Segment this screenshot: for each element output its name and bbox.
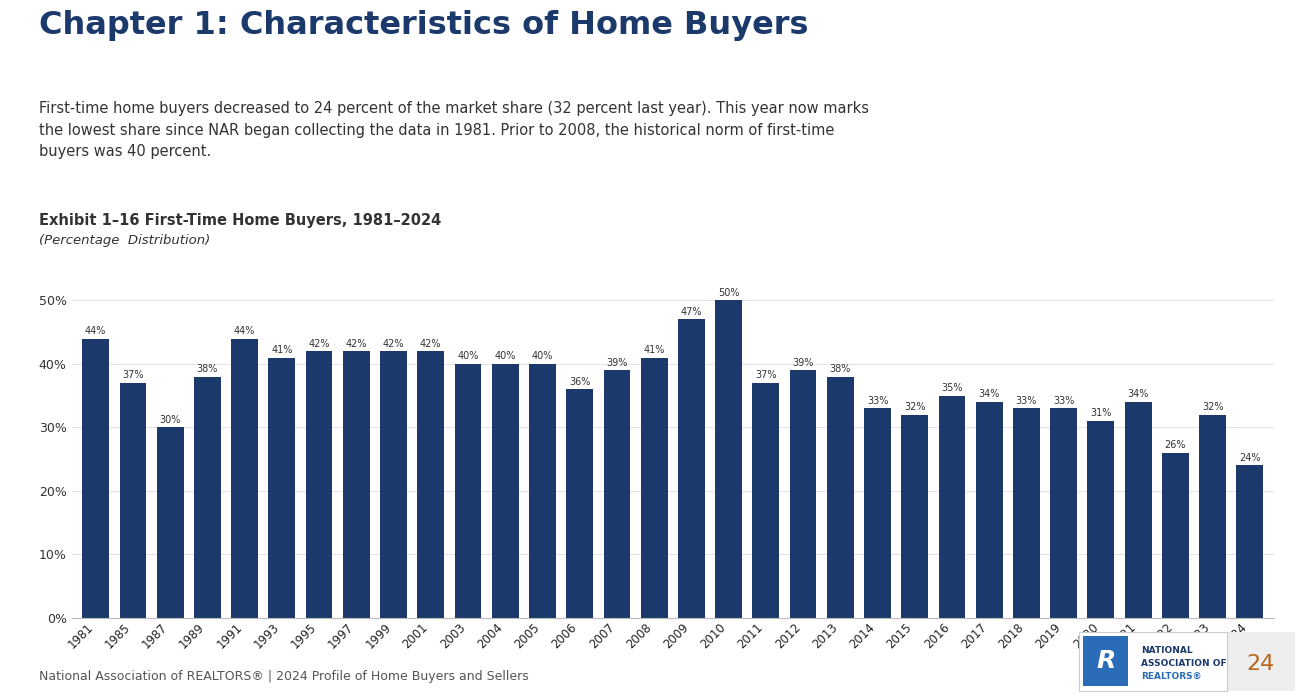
Bar <box>231 339 257 618</box>
Text: 39%: 39% <box>793 357 814 368</box>
Bar <box>679 320 705 618</box>
Bar <box>417 351 445 618</box>
Bar <box>157 427 183 618</box>
Text: 33%: 33% <box>1053 396 1074 406</box>
Bar <box>864 408 890 618</box>
Bar <box>194 377 221 618</box>
Bar <box>567 389 593 618</box>
FancyBboxPatch shape <box>1083 637 1128 686</box>
Bar <box>82 339 109 618</box>
Text: First-time home buyers decreased to 24 percent of the market share (32 percent l: First-time home buyers decreased to 24 p… <box>39 101 868 159</box>
Bar <box>343 351 369 618</box>
Text: 40%: 40% <box>494 351 516 362</box>
Text: (Percentage  Distribution): (Percentage Distribution) <box>39 234 211 247</box>
Text: 42%: 42% <box>308 339 330 349</box>
Text: 24: 24 <box>1247 654 1275 674</box>
Text: 42%: 42% <box>346 339 367 349</box>
Text: NATIONAL: NATIONAL <box>1141 646 1193 655</box>
Bar <box>491 364 519 618</box>
Text: 40%: 40% <box>532 351 552 362</box>
Text: 42%: 42% <box>382 339 404 349</box>
Bar <box>1236 466 1264 618</box>
Text: National Association of REALTORS® | 2024 Profile of Home Buyers and Sellers: National Association of REALTORS® | 2024… <box>39 669 529 683</box>
Bar <box>380 351 407 618</box>
Text: 35%: 35% <box>941 383 963 393</box>
Bar <box>1162 453 1188 618</box>
Text: 38%: 38% <box>829 364 852 374</box>
Bar <box>939 396 966 618</box>
Text: 50%: 50% <box>718 288 740 298</box>
Bar <box>1050 408 1078 618</box>
Bar <box>901 415 928 618</box>
Text: 36%: 36% <box>569 377 590 387</box>
Text: 44%: 44% <box>84 326 107 336</box>
Bar <box>529 364 556 618</box>
Text: 39%: 39% <box>606 357 628 368</box>
Bar <box>455 364 481 618</box>
Text: 34%: 34% <box>979 389 1000 399</box>
Text: 37%: 37% <box>755 371 776 380</box>
Text: Exhibit 1–16 First-Time Home Buyers, 1981–2024: Exhibit 1–16 First-Time Home Buyers, 198… <box>39 213 441 228</box>
Bar <box>120 383 147 618</box>
Text: REALTORS®: REALTORS® <box>1141 672 1203 681</box>
Text: 41%: 41% <box>644 345 664 355</box>
Text: 44%: 44% <box>234 326 255 336</box>
Text: 30%: 30% <box>160 415 181 425</box>
Text: 31%: 31% <box>1091 408 1112 419</box>
Bar <box>753 383 779 618</box>
Text: 37%: 37% <box>122 371 144 380</box>
Text: 33%: 33% <box>867 396 888 406</box>
Text: 24%: 24% <box>1239 453 1261 463</box>
Bar <box>641 357 667 618</box>
Text: 33%: 33% <box>1015 396 1037 406</box>
Text: 32%: 32% <box>1201 402 1223 412</box>
Bar <box>268 357 295 618</box>
Bar <box>715 300 742 618</box>
Text: ASSOCIATION OF: ASSOCIATION OF <box>1141 659 1227 668</box>
Text: 38%: 38% <box>196 364 218 374</box>
Text: 42%: 42% <box>420 339 442 349</box>
Bar <box>603 370 630 618</box>
Bar <box>1088 421 1114 618</box>
Bar <box>1199 415 1226 618</box>
Text: 34%: 34% <box>1127 389 1149 399</box>
Text: 40%: 40% <box>458 351 478 362</box>
Bar <box>827 377 854 618</box>
Text: 47%: 47% <box>681 307 702 317</box>
Text: 41%: 41% <box>272 345 292 355</box>
Bar <box>306 351 333 618</box>
Text: 26%: 26% <box>1165 440 1186 450</box>
Bar <box>1013 408 1040 618</box>
Text: Chapter 1: Characteristics of Home Buyers: Chapter 1: Characteristics of Home Buyer… <box>39 10 809 41</box>
Text: 32%: 32% <box>903 402 926 412</box>
Text: R: R <box>1096 649 1115 674</box>
Bar <box>789 370 816 618</box>
Bar <box>1124 402 1152 618</box>
Bar <box>976 402 1002 618</box>
